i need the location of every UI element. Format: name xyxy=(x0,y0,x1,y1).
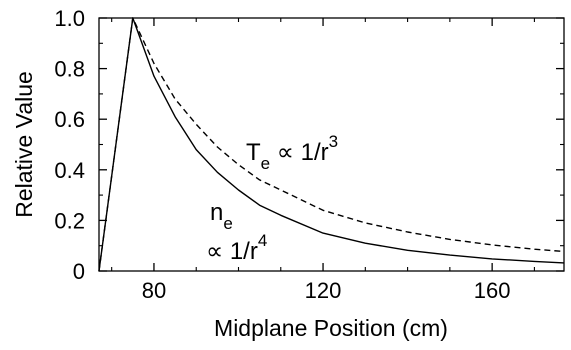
annotation-te-main: T xyxy=(246,139,261,166)
y-tick-label: 0.6 xyxy=(54,107,85,132)
annotation-ne-name: ne xyxy=(210,199,233,233)
annotation-ne-sub: e xyxy=(223,214,232,233)
plot-frame xyxy=(98,17,565,272)
ticks-layer: 0 0.2 0.4 0.6 0.8 1.0 80 120 160 xyxy=(54,6,564,303)
x-tick-label: 120 xyxy=(305,278,342,303)
annotation-ne-rest: ∝ 1/r xyxy=(206,238,258,265)
y-axis-title: Relative Value xyxy=(11,71,37,218)
x-axis-title: Midplane Position (cm) xyxy=(214,315,448,341)
y-tick-label: 0.2 xyxy=(54,208,85,233)
annotation-te: Te ∝ 1/r3 xyxy=(246,132,338,173)
annotation-te-sup: 3 xyxy=(329,132,338,151)
x-tick-label: 80 xyxy=(142,278,166,303)
x-tick-label: 160 xyxy=(474,278,511,303)
y-tick-label: 0.4 xyxy=(54,158,85,183)
annotation-ne-prop: ∝ 1/r4 xyxy=(206,231,267,265)
annotation-te-rest: ∝ 1/r xyxy=(270,139,329,166)
annotation-ne-sup: 4 xyxy=(258,231,267,250)
series-line-solid xyxy=(98,17,565,272)
annotation-ne-main: n xyxy=(210,199,223,226)
y-tick-label: 0 xyxy=(73,259,85,284)
series-layer xyxy=(98,17,565,272)
annotation-te-sub: e xyxy=(261,154,270,173)
y-tick-label: 0.8 xyxy=(54,57,85,82)
y-tick-label: 1.0 xyxy=(54,6,85,31)
